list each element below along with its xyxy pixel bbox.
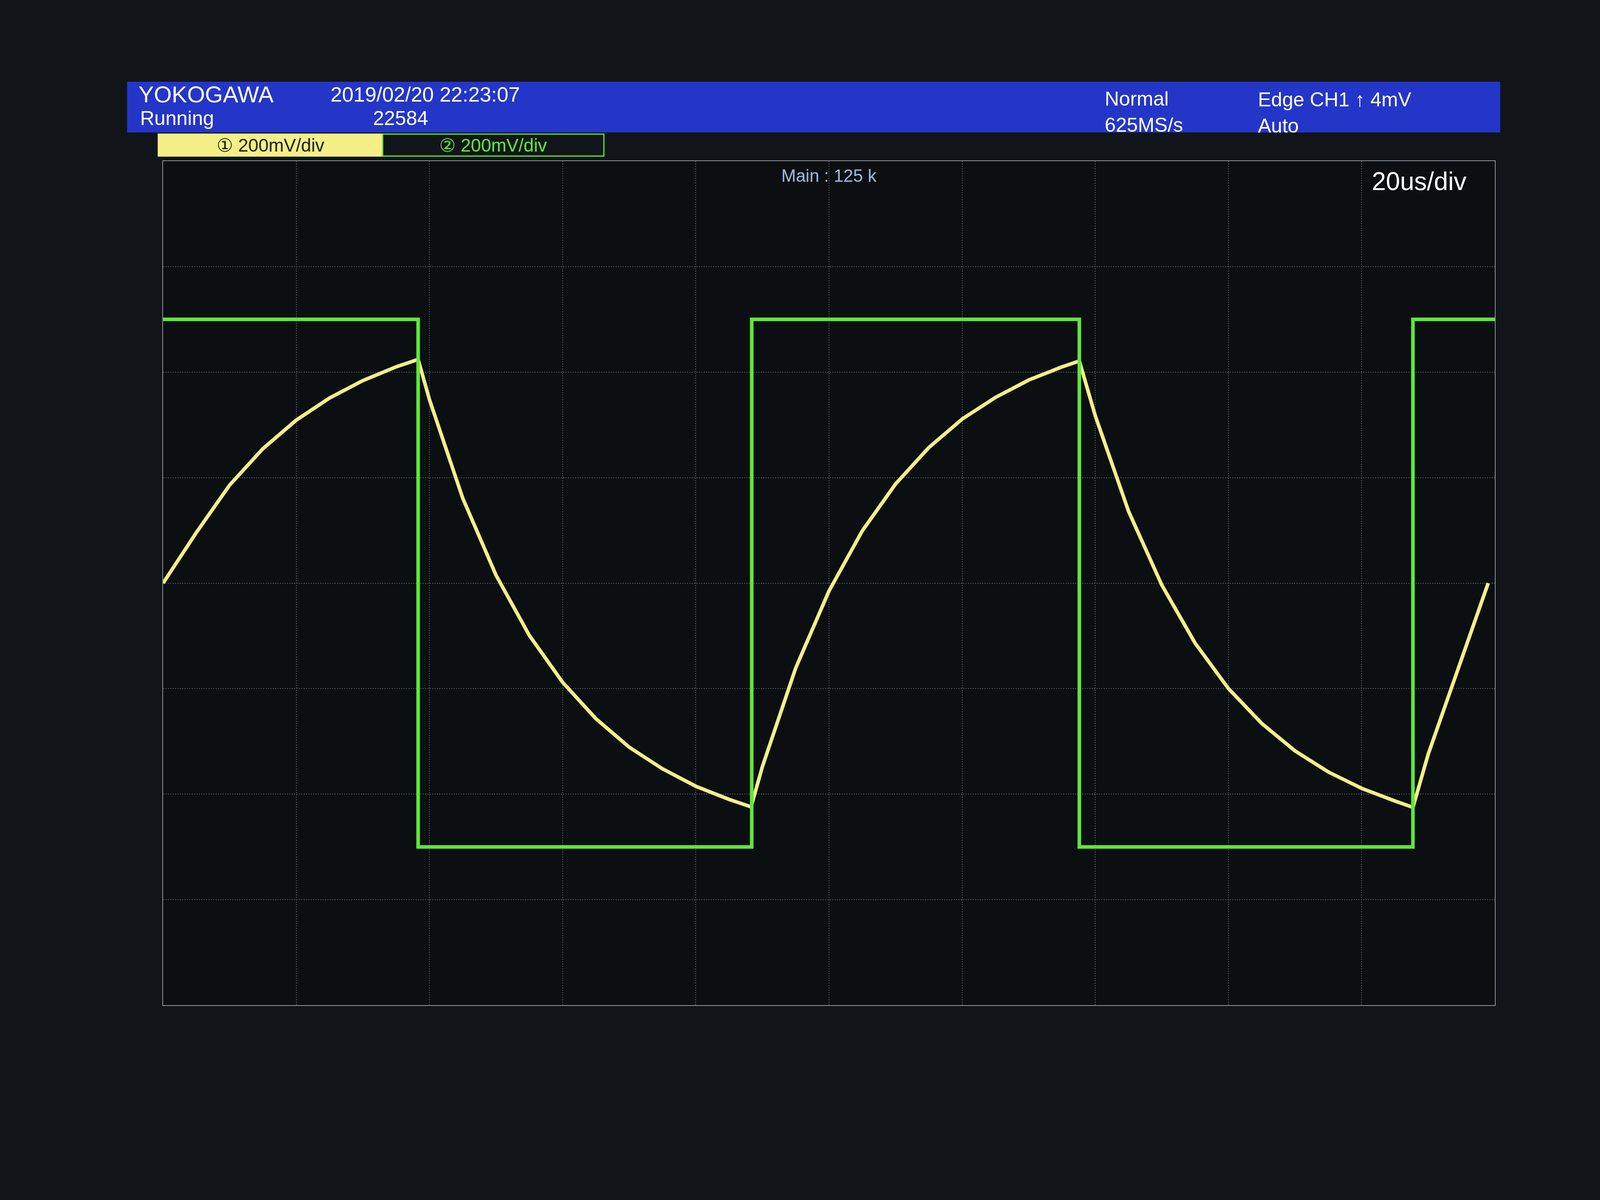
svg-text:② 200mV/div: ② 200mV/div [439,134,547,156]
svg-text:Running: Running [140,107,214,130]
svg-text:Main : 125 k: Main : 125 k [781,165,877,186]
svg-text:20us/div: 20us/div [1371,167,1467,196]
svg-text:22584: 22584 [373,107,429,130]
svg-text:YOKOGAWA: YOKOGAWA [138,81,274,108]
svg-text:Auto: Auto [1257,114,1299,137]
svg-text:2019/02/20 22:23:07: 2019/02/20 22:23:07 [330,82,520,106]
svg-text:Normal: Normal [1104,87,1169,110]
svg-text:625MS/s: 625MS/s [1104,113,1183,137]
svg-text:Edge CH1 ↑ 4mV: Edge CH1 ↑ 4mV [1257,88,1412,111]
svg-text:① 200mV/div: ① 200mV/div [216,134,325,156]
